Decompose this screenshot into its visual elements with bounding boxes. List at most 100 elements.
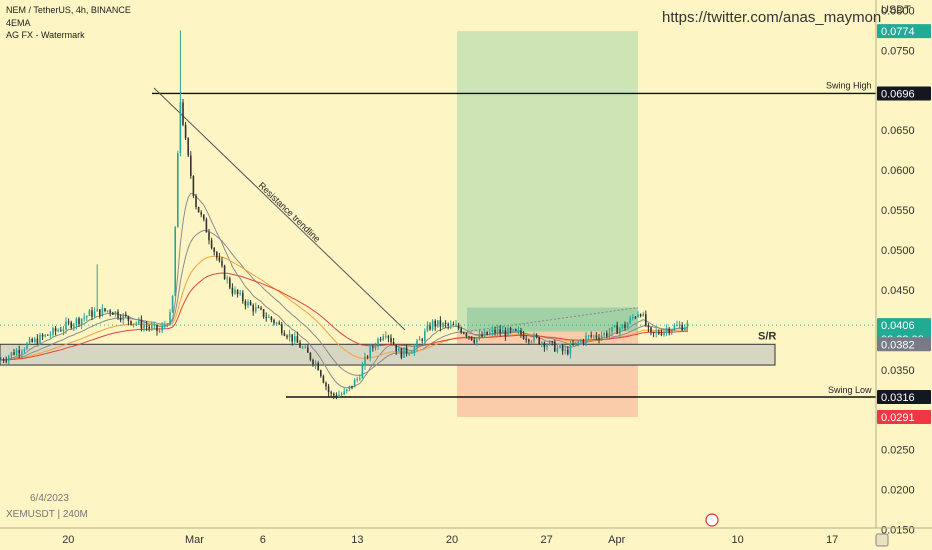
candle (585, 335, 587, 343)
candle (39, 335, 41, 344)
candle (231, 287, 234, 294)
candle (281, 324, 283, 334)
candle (28, 339, 31, 344)
indicator-label: 4EMA (6, 18, 31, 28)
profit-zone (457, 31, 638, 332)
x-tick-label: 6 (260, 534, 266, 546)
candle (382, 336, 384, 341)
candle (205, 219, 208, 233)
candle (132, 323, 135, 325)
x-tick-label: 17 (826, 534, 838, 546)
y-tick-label: 0.0350 (881, 365, 915, 377)
candle (572, 344, 574, 346)
candle (148, 326, 150, 329)
price-badge[interactable] (877, 86, 931, 101)
candle (476, 338, 478, 343)
candle (343, 391, 345, 395)
price-badge[interactable] (877, 389, 931, 404)
candle (616, 325, 618, 334)
candle (676, 325, 678, 327)
candle (413, 347, 416, 353)
price-badge[interactable] (877, 337, 931, 352)
resistance-trendline[interactable] (153, 87, 406, 331)
y-tick-label: 0.0450 (881, 285, 915, 297)
candle (621, 324, 624, 329)
candle (96, 309, 98, 312)
candle (546, 345, 548, 348)
candle (80, 318, 83, 325)
go-to-realtime-button[interactable] (875, 533, 889, 547)
candle (174, 227, 176, 297)
footer-date: 6/4/2023 (30, 493, 69, 504)
candle (2, 359, 5, 361)
candle (127, 316, 130, 321)
candle (112, 312, 114, 315)
candle (624, 324, 626, 328)
candle (541, 342, 543, 345)
candle (314, 362, 317, 365)
candle (57, 330, 59, 332)
candle (372, 346, 374, 348)
candle (0, 359, 2, 361)
candle (535, 334, 538, 338)
candle (470, 336, 473, 341)
candle (504, 330, 507, 337)
candle (512, 329, 514, 331)
candle (213, 248, 215, 253)
candle (208, 232, 210, 241)
candle (619, 328, 621, 334)
candle (242, 292, 244, 302)
price-badge[interactable] (877, 409, 931, 424)
candle (632, 317, 634, 319)
candle (379, 338, 382, 341)
candle (54, 328, 57, 332)
candle (564, 349, 566, 352)
candle (595, 335, 598, 338)
candle (405, 347, 408, 354)
trendline-label: Resistance trendline (257, 180, 323, 244)
price-badge[interactable] (877, 24, 931, 39)
candle (580, 340, 582, 343)
candle (447, 323, 449, 326)
candle (67, 321, 70, 323)
candle (10, 352, 13, 357)
candle (411, 352, 413, 354)
candle (642, 313, 644, 317)
candle (270, 316, 273, 320)
candle (668, 328, 670, 333)
candle (543, 342, 546, 348)
sr-zone-label: S/R (758, 330, 776, 342)
candle (403, 347, 405, 358)
candle (577, 342, 579, 344)
event-icon[interactable] (705, 513, 719, 527)
candle (60, 330, 62, 332)
candle (645, 313, 647, 326)
candle (452, 324, 455, 326)
candle (392, 341, 395, 345)
candle (218, 257, 221, 261)
y-tick-label: 0.0200 (881, 485, 915, 497)
candle (309, 352, 312, 360)
candle (294, 336, 296, 342)
candle (554, 341, 556, 352)
candle (301, 347, 304, 349)
candle (234, 289, 236, 294)
candle (556, 347, 559, 352)
candle (400, 348, 403, 358)
candle (613, 325, 616, 327)
candle (658, 331, 660, 334)
candle (36, 338, 39, 344)
candle (678, 324, 681, 326)
candle (145, 325, 148, 327)
candle (273, 319, 275, 324)
candle (244, 301, 247, 306)
candle (569, 344, 572, 355)
candle (210, 240, 213, 249)
candle (494, 329, 496, 333)
candle (49, 334, 52, 336)
candle (265, 317, 267, 319)
y-tick-label: 0.0650 (881, 125, 915, 137)
candle (109, 310, 111, 313)
candle (8, 356, 10, 361)
